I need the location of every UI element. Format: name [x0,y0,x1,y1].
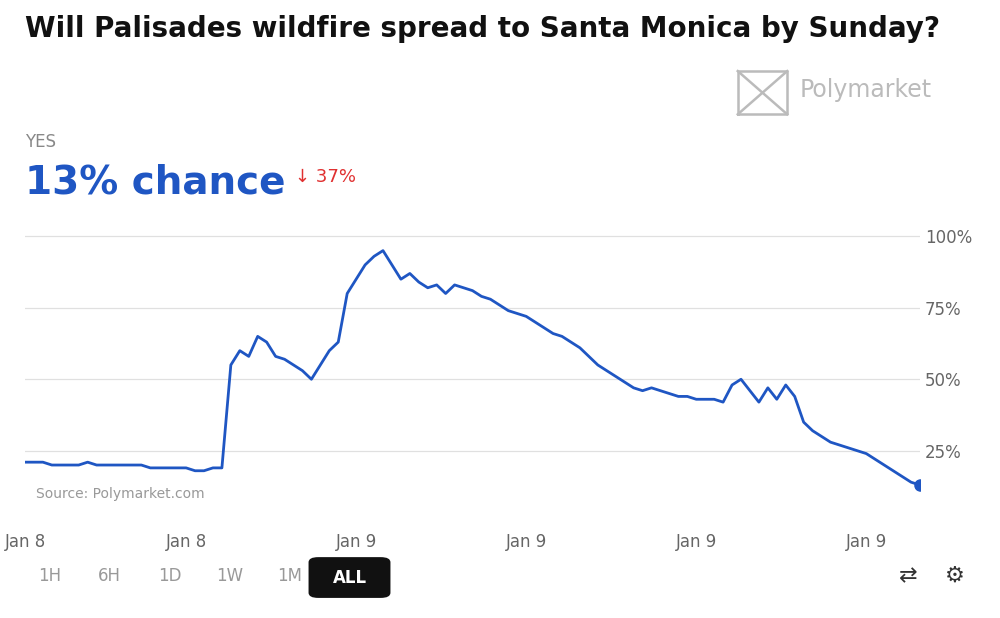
Text: 6H: 6H [98,567,121,585]
Text: Source: Polymarket.com: Source: Polymarket.com [36,487,204,501]
Text: Will Palisades wildfire spread to Santa Monica by Sunday?: Will Palisades wildfire spread to Santa … [25,15,940,43]
Text: Polymarket: Polymarket [800,78,932,101]
Text: ↓ 37%: ↓ 37% [295,168,356,186]
Text: 13% chance: 13% chance [25,164,286,201]
Text: ⇄: ⇄ [899,566,917,586]
Text: 1D: 1D [158,567,181,585]
Text: 1M: 1M [277,567,302,585]
Text: ⚙: ⚙ [945,566,965,586]
Text: 1H: 1H [38,567,61,585]
Text: ALL: ALL [332,569,367,586]
Text: YES: YES [25,133,56,151]
Text: 1W: 1W [216,567,243,585]
FancyBboxPatch shape [309,557,390,598]
